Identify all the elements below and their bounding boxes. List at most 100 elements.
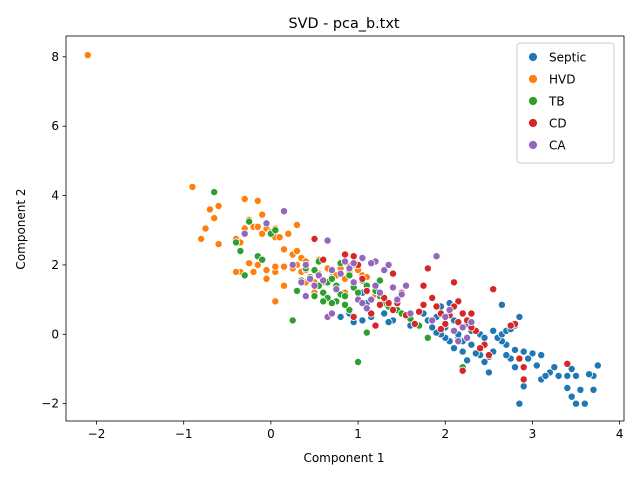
plot-frame [65, 35, 625, 422]
x-tick-label-4: 2 [441, 427, 449, 441]
point-septic-77 [358, 316, 367, 325]
point-ca-30 [432, 252, 441, 261]
point-tb-2 [236, 246, 245, 255]
point-septic-48 [428, 323, 437, 332]
point-cd-31 [384, 299, 393, 308]
point-septic-59 [489, 326, 498, 335]
point-hvd-11 [240, 194, 249, 203]
y-tick-label-4: 6 [51, 119, 59, 133]
point-septic-7 [554, 371, 563, 380]
point-cd-24 [419, 300, 428, 309]
point-cd-37 [358, 274, 367, 283]
y-tick-label-1: 0 [51, 327, 59, 341]
x-tick-label-2: 0 [267, 427, 275, 441]
point-septic-65 [497, 300, 506, 309]
point-cd-15 [449, 278, 458, 287]
point-cd-47 [467, 309, 476, 318]
legend-marker-hvd [528, 74, 538, 84]
point-cd-43 [310, 234, 319, 243]
x-axis: −2 −1 0 1 2 3 4 [88, 421, 623, 441]
point-cd-41 [340, 250, 349, 259]
point-hvd-63 [292, 246, 301, 255]
point-septic-35 [480, 357, 489, 366]
legend-label-hvd: HVD [549, 73, 575, 87]
point-tb-8 [271, 226, 280, 235]
point-ca-5 [306, 274, 315, 283]
x-tick-label-1: −1 [175, 427, 193, 441]
point-cd-0 [563, 359, 572, 368]
point-septic-37 [471, 349, 480, 358]
chart-title: SVD - pca_b.txt [289, 16, 400, 32]
point-ca-18 [358, 299, 367, 308]
point-cd-49 [436, 325, 445, 334]
point-cd-2 [519, 363, 528, 372]
x-tick-label-0: −2 [88, 427, 106, 441]
point-cd-44 [349, 312, 358, 321]
point-ca-16 [349, 278, 358, 287]
point-hvd-51 [253, 260, 262, 269]
point-cd-32 [380, 293, 389, 302]
point-tb-19 [327, 274, 336, 283]
point-ca-23 [380, 266, 389, 275]
point-ca-11 [327, 309, 336, 318]
point-septic-58 [480, 333, 489, 342]
point-ca-32 [445, 305, 454, 314]
point-hvd-15 [253, 196, 262, 205]
point-ca-45 [288, 260, 297, 269]
point-hvd-2 [214, 201, 223, 210]
point-hvd-48 [271, 262, 280, 271]
y-tick-label-3: 4 [51, 189, 59, 203]
point-hvd-56 [231, 267, 240, 276]
point-ca-35 [458, 323, 467, 332]
y-tick-label-5: 8 [51, 50, 59, 64]
legend-label-tb: TB [548, 95, 565, 109]
point-hvd-50 [262, 274, 271, 283]
point-septic-64 [515, 312, 524, 321]
x-axis-label: Component 1 [303, 451, 384, 465]
point-tb-41 [345, 305, 354, 314]
point-hvd-7 [214, 240, 223, 249]
point-hvd-1 [188, 182, 197, 191]
point-septic-15 [550, 363, 559, 372]
point-cd-9 [476, 344, 485, 353]
point-septic-8 [563, 371, 572, 380]
point-cd-35 [367, 309, 376, 318]
point-septic-21 [524, 354, 533, 363]
point-tb-39 [362, 328, 371, 337]
point-septic-25 [502, 351, 511, 360]
point-hvd-49 [262, 266, 271, 275]
point-cd-6 [489, 285, 498, 294]
legend-marker-ca [528, 140, 538, 150]
point-hvd-23 [284, 229, 293, 238]
point-septic-2 [580, 399, 589, 408]
point-ca-26 [393, 295, 402, 304]
point-septic-4 [576, 385, 585, 394]
point-septic-23 [510, 363, 519, 372]
point-tb-51 [423, 333, 432, 342]
point-ca-21 [371, 281, 380, 290]
point-hvd-24 [292, 220, 301, 229]
point-septic-22 [519, 382, 528, 391]
point-tb-0 [210, 188, 219, 197]
point-septic-40 [458, 347, 467, 356]
point-septic-11 [585, 370, 594, 379]
point-septic-34 [484, 368, 493, 377]
x-tick-label-5: 3 [529, 427, 537, 441]
point-hvd-52 [249, 267, 258, 276]
point-hvd-4 [205, 205, 214, 214]
point-septic-3 [589, 385, 598, 394]
point-ca-44 [301, 260, 310, 269]
legend-marker-septic [528, 52, 538, 62]
point-tb-46 [310, 266, 319, 275]
point-tb-25 [354, 288, 363, 297]
point-tb-16 [319, 288, 328, 297]
point-septic-20 [528, 349, 537, 358]
point-septic-38 [467, 340, 476, 349]
point-cd-3 [515, 354, 524, 363]
point-hvd-6 [201, 224, 210, 233]
point-septic-19 [537, 351, 546, 360]
point-hvd-16 [258, 210, 267, 219]
point-cd-33 [375, 300, 384, 309]
point-cd-34 [371, 321, 380, 330]
